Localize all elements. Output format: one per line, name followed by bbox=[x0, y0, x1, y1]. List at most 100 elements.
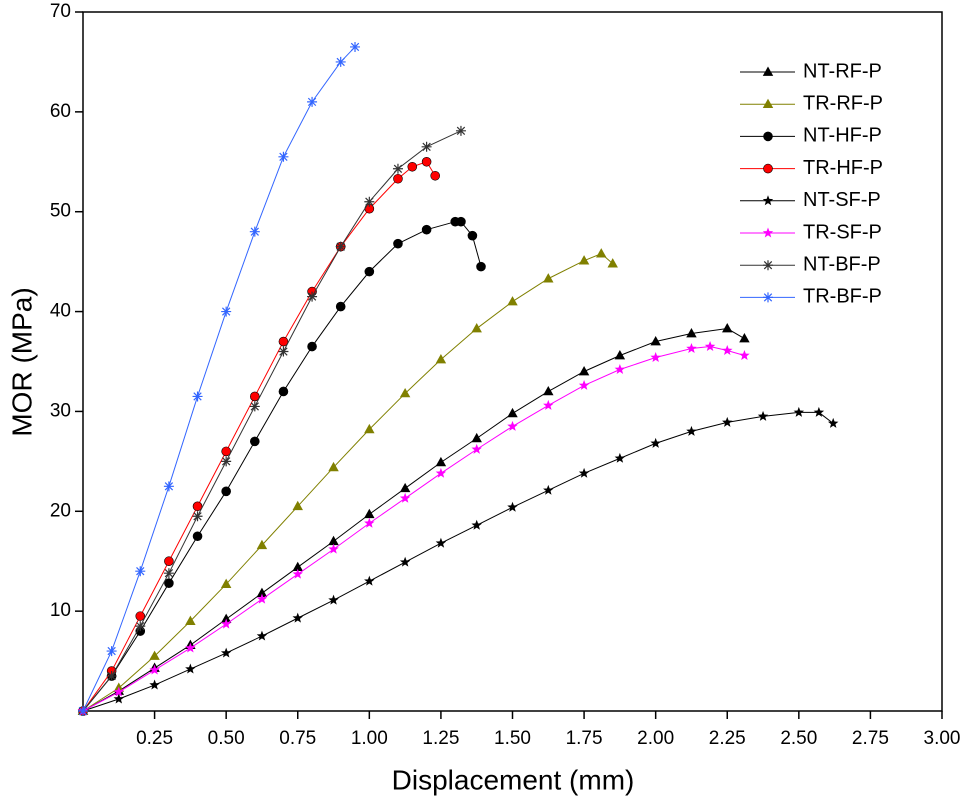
x-tick-label: 1.00 bbox=[351, 728, 388, 749]
marker bbox=[192, 391, 203, 402]
marker bbox=[507, 420, 518, 431]
marker bbox=[407, 161, 418, 172]
x-tick-label: 1.25 bbox=[422, 728, 459, 749]
marker bbox=[650, 352, 661, 362]
marker bbox=[220, 647, 232, 658]
marker bbox=[292, 500, 303, 511]
marker bbox=[507, 407, 518, 418]
marker bbox=[256, 630, 268, 641]
marker bbox=[249, 226, 260, 237]
y-axis-label: MOR (MPa) bbox=[6, 287, 37, 436]
marker bbox=[364, 575, 375, 586]
marker bbox=[221, 456, 232, 467]
marker bbox=[149, 650, 160, 660]
series-line bbox=[82, 411, 834, 712]
legend-label: TR-RF-P bbox=[803, 92, 883, 114]
legend-label: NT-RF-P bbox=[803, 60, 882, 82]
marker bbox=[686, 425, 697, 436]
legend-label: NT-HF-P bbox=[803, 125, 882, 147]
marker bbox=[335, 241, 346, 252]
marker bbox=[78, 706, 88, 716]
marker bbox=[335, 56, 346, 67]
marker bbox=[456, 216, 466, 227]
marker bbox=[578, 467, 590, 478]
x-tick-label: 2.25 bbox=[709, 728, 746, 749]
marker bbox=[722, 416, 733, 427]
marker bbox=[278, 386, 289, 397]
marker bbox=[793, 406, 805, 417]
marker bbox=[185, 615, 196, 625]
x-tick-label: 2.75 bbox=[852, 728, 889, 749]
marker bbox=[399, 492, 411, 503]
marker bbox=[686, 343, 697, 353]
marker bbox=[757, 410, 769, 421]
legend-label: TR-HF-P bbox=[803, 157, 883, 179]
y-tick-label: 50 bbox=[50, 201, 71, 222]
marker bbox=[135, 621, 146, 632]
legend-label: NT-SF-P bbox=[803, 189, 881, 211]
marker bbox=[249, 401, 260, 412]
legend-marker bbox=[762, 66, 774, 76]
marker bbox=[393, 238, 403, 249]
legend-label: TR-BF-P bbox=[803, 286, 882, 308]
marker bbox=[399, 387, 411, 398]
marker bbox=[686, 328, 697, 338]
marker bbox=[220, 613, 232, 623]
x-axis-label: Displacement (mm) bbox=[392, 764, 635, 795]
legend-label: NT-BF-P bbox=[803, 253, 881, 275]
marker bbox=[578, 255, 590, 265]
series-line bbox=[82, 253, 614, 712]
marker bbox=[364, 196, 375, 207]
x-tick-label: 2.00 bbox=[637, 728, 674, 749]
y-tick-label: 40 bbox=[50, 301, 71, 322]
marker bbox=[192, 531, 203, 542]
marker bbox=[578, 379, 590, 390]
marker bbox=[185, 642, 196, 653]
marker bbox=[163, 481, 174, 492]
marker bbox=[135, 611, 146, 621]
y-tick-label: 30 bbox=[50, 400, 71, 421]
marker bbox=[827, 417, 839, 428]
plot-frame bbox=[82, 11, 943, 712]
x-tick-label: 2.50 bbox=[780, 728, 817, 749]
marker bbox=[292, 568, 303, 579]
marker bbox=[113, 686, 125, 697]
marker bbox=[813, 406, 825, 417]
marker bbox=[250, 391, 260, 402]
marker bbox=[543, 484, 554, 495]
marker bbox=[278, 336, 289, 347]
marker bbox=[106, 646, 117, 657]
marker bbox=[163, 568, 174, 579]
marker bbox=[467, 230, 478, 241]
x-tick-label: 0.75 bbox=[279, 728, 316, 749]
marker bbox=[364, 266, 375, 277]
marker bbox=[543, 385, 554, 396]
marker bbox=[221, 446, 231, 457]
marker bbox=[328, 543, 339, 554]
marker bbox=[435, 537, 447, 548]
marker bbox=[393, 173, 403, 184]
marker bbox=[471, 443, 482, 454]
marker bbox=[507, 501, 518, 512]
marker bbox=[722, 323, 733, 333]
marker bbox=[471, 432, 482, 443]
marker bbox=[292, 612, 303, 623]
y-tick-label: 20 bbox=[50, 500, 71, 521]
marker bbox=[364, 508, 375, 519]
marker bbox=[543, 273, 554, 283]
marker bbox=[328, 535, 339, 546]
marker bbox=[507, 296, 518, 306]
legend-marker bbox=[763, 131, 773, 142]
marker bbox=[739, 333, 750, 343]
marker bbox=[421, 224, 432, 235]
legend-marker bbox=[763, 163, 773, 174]
y-tick-label: 10 bbox=[50, 600, 71, 621]
marker bbox=[455, 125, 466, 136]
marker bbox=[650, 437, 661, 448]
marker bbox=[335, 301, 346, 312]
marker bbox=[614, 350, 626, 360]
marker bbox=[256, 593, 268, 604]
series-line bbox=[82, 161, 436, 712]
marker bbox=[106, 671, 117, 682]
